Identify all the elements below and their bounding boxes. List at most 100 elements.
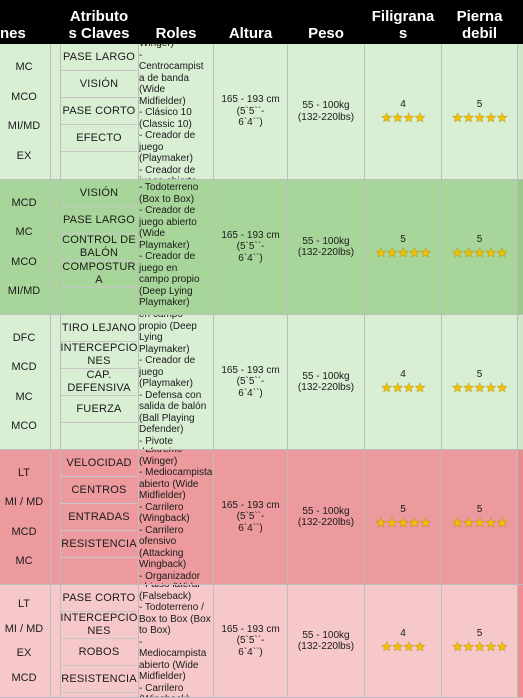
height-value: (5`5``-	[236, 511, 265, 523]
position-label: LT	[17, 467, 31, 480]
column-divider	[60, 315, 61, 449]
weight-cell[interactable]: 55 - 100kg (132-220lbs)	[288, 585, 364, 697]
height-cell[interactable]: 165 - 193 cm (5`5``- 6`4``)	[214, 450, 287, 584]
skill-moves-cell[interactable]: 5 ★★★★★	[365, 180, 441, 314]
skill-moves-cell[interactable]: 5 ★★★★★	[365, 450, 441, 584]
role-line: - Mediocampista	[139, 467, 213, 478]
height-value: (5`5``-	[236, 241, 265, 253]
header-roles[interactable]: Roles	[155, 25, 197, 42]
role-line: Midfielder)	[139, 490, 186, 501]
attribute-label: RESISTENCIA	[61, 531, 137, 558]
role-line: juego	[139, 141, 164, 153]
positions-cell[interactable]: MCD MC MCO MI/MD	[0, 180, 48, 314]
header-filigranas[interactable]: Filigrana s	[371, 8, 435, 42]
positions-cell[interactable]: MC MCO MI/MD EX	[0, 44, 48, 179]
role-line: abierto (Wide	[139, 478, 199, 490]
position-label: DFC	[12, 332, 36, 345]
header-atributos-claves[interactable]: Atributo s Claves	[68, 8, 130, 42]
roles-cell[interactable]: - Falso lateral(Falseback)- Todoterreno …	[139, 585, 213, 697]
height-cell[interactable]: 165 - 193 cm (5`5``- 6`4``)	[214, 315, 287, 449]
key-attributes-cell[interactable]: VISIÓN PASE LARGO CONTROL DE BALÓN COMPOSTU…	[61, 180, 137, 314]
role-line: (Deep Lying	[139, 285, 193, 297]
position-label: MC	[15, 390, 33, 403]
role-line: Playmaker)	[139, 239, 190, 251]
role-line: Midfielder)	[139, 671, 186, 682]
position-label: MC	[15, 226, 33, 239]
position-label: MCD	[11, 361, 37, 374]
weight-cell[interactable]: 55 - 100kg (132-220lbs)	[288, 450, 364, 584]
column-divider	[364, 585, 365, 697]
weak-foot-cell[interactable]: 5 ★★★★★	[442, 44, 517, 179]
column-divider	[364, 180, 365, 314]
table-row[interactable]: DFC MCD MC MCO TIRO LEJANO INTERCEPCIO NES CAP…	[0, 315, 523, 450]
weight-cell[interactable]: 55 - 100kg (132-220lbs)	[288, 180, 364, 314]
attribute-label: ROBOS	[61, 639, 137, 666]
weak-foot-value: 5	[476, 628, 483, 639]
weight-value: 55 - 100kg	[302, 370, 350, 382]
next-column-edge	[518, 450, 523, 584]
column-divider	[364, 315, 365, 449]
table-row[interactable]: MCD MC MCO MI/MD VISIÓN PASE LARGO CONTROL DE …	[0, 180, 523, 315]
height-value: 165 - 193 cm	[221, 364, 280, 376]
star-rating-icon: ★★★★★	[375, 245, 431, 260]
table-row[interactable]: LT MI / MD EX MCD PASE CORTO INTERCEPCIO NES R…	[0, 585, 523, 698]
weak-foot-cell[interactable]: 5 ★★★★★	[442, 180, 517, 314]
skill-moves-cell[interactable]: 4 ★★★★	[365, 585, 441, 697]
role-line: to Box)	[139, 625, 171, 636]
column-divider	[287, 315, 288, 449]
column-divider	[138, 585, 139, 697]
height-value: 6`4``)	[238, 117, 263, 129]
header-peso[interactable]: Peso	[308, 25, 344, 42]
positions-cell[interactable]: LT MI / MD MCD MC	[0, 450, 48, 584]
weak-foot-cell[interactable]: 5 ★★★★★	[442, 315, 517, 449]
skill-moves-cell[interactable]: 4 ★★★★	[365, 44, 441, 179]
position-label: EX	[16, 647, 32, 660]
positions-cell[interactable]: DFC MCD MC MCO	[0, 315, 48, 449]
header-altura[interactable]: Altura	[228, 25, 273, 42]
weight-value: 55 - 100kg	[302, 235, 350, 247]
positions-cell[interactable]: LT MI / MD EX MCD	[0, 585, 48, 697]
weight-value: (132-220lbs)	[297, 517, 355, 528]
role-line: en campo	[139, 315, 213, 321]
role-line: juego abierto	[139, 216, 197, 228]
height-cell[interactable]: 165 - 193 cm (5`5``- 6`4``)	[214, 180, 287, 314]
key-attributes-cell[interactable]: PASE LARGO VISIÓN PASE CORTO EFECTO	[61, 44, 137, 179]
height-value: (5`5``-	[236, 635, 265, 647]
key-attributes-cell[interactable]: TIRO LEJANO INTERCEPCIO NES CAP. DEFENSIVA…	[61, 315, 137, 449]
role-line: - Defensa con	[139, 389, 202, 401]
table-row[interactable]: LT MI / MD MCD MC VELOCIDAD CENTROS ENTRADAS RE…	[0, 450, 523, 585]
height-cell[interactable]: 165 - 193 cm (5`5``- 6`4``)	[214, 585, 287, 697]
role-line: -	[139, 636, 143, 648]
table-row[interactable]: MC MCO MI/MD EX PASE LARGO VISIÓN PASE CORTO EF…	[0, 44, 523, 180]
weak-foot-cell[interactable]: 5 ★★★★★	[442, 450, 517, 584]
height-value: 165 - 193 cm	[221, 623, 280, 635]
header-pierna-debil[interactable]: Pierna debil	[456, 8, 503, 42]
skill-moves-cell[interactable]: 4 ★★★★	[365, 315, 441, 449]
weight-value: (132-220lbs)	[297, 247, 355, 258]
role-line: (Playmaker)	[139, 153, 193, 164]
role-line: (Classic 10)	[139, 118, 192, 130]
role-line: abierto (Wide	[139, 582, 213, 584]
weight-value: (132-220lbs)	[297, 382, 355, 393]
key-attributes-cell[interactable]: PASE CORTO INTERCEPCIO NES ROBOS RESISTENCI…	[61, 585, 137, 697]
attribute-label: PASE CORTO	[61, 585, 137, 612]
role-line: - Falso lateral	[139, 585, 213, 591]
height-cell[interactable]: 165 - 193 cm (5`5``- 6`4``)	[214, 44, 287, 179]
header-posiciones[interactable]: nes	[0, 25, 26, 42]
role-line: Wingback)	[139, 559, 187, 570]
roles-cell[interactable]: - Todoterreno (Box to Box) - Creador de jue…	[139, 180, 213, 314]
star-rating-icon: ★★★★★	[375, 515, 431, 530]
weight-cell[interactable]: 55 - 100kg (132-220lbs)	[288, 315, 364, 449]
attribute-label: PASE LARGO	[61, 44, 137, 71]
weak-foot-cell[interactable]: 5 ★★★★★	[442, 585, 517, 697]
role-line: (Box to Box)	[139, 193, 195, 205]
role-line: (Playmaker)	[139, 378, 193, 389]
height-value: (5`5``-	[236, 105, 265, 117]
role-line: - Organizador	[139, 570, 201, 582]
weight-cell[interactable]: 55 - 100kg (132-220lbs)	[288, 44, 364, 179]
column-divider	[50, 180, 51, 314]
roles-cell[interactable]: - Extremo(Winger)- Mediocampistaabierto …	[139, 450, 213, 584]
key-attributes-cell[interactable]: VELOCIDAD CENTROS ENTRADAS RESISTENCIA	[61, 450, 137, 584]
